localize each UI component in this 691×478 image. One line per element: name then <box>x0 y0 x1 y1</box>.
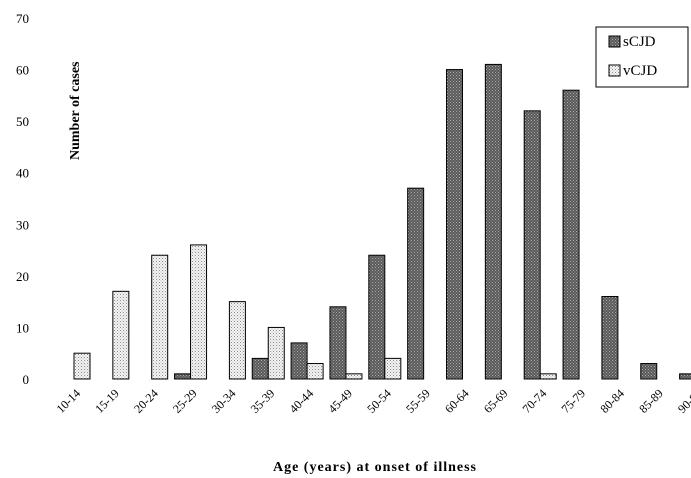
x-tick-label: 80-84 <box>597 386 627 416</box>
legend-swatch-scjd <box>608 35 621 48</box>
bar-scjd <box>174 373 192 380</box>
y-tick-label: 10 <box>16 320 29 335</box>
bar-vcjd <box>384 357 402 380</box>
y-tick-label: 70 <box>16 11 29 26</box>
bar-scjd <box>329 306 347 380</box>
x-axis-ticks: 10-14 15-19 20-24 25-29 30-34 35-39 40-44 45-49… <box>53 386 691 416</box>
x-tick-label: 55-59 <box>403 386 433 416</box>
y-tick-label: 20 <box>16 269 29 284</box>
bar-scjd <box>640 363 658 380</box>
y-axis-title: Number of cases <box>68 61 83 160</box>
bar-scjd <box>484 63 502 380</box>
x-tick-label: 35-39 <box>248 386 278 416</box>
bar-scjd <box>407 187 425 380</box>
bar-scjd <box>601 295 619 380</box>
bar-scjd <box>251 357 269 380</box>
bar-vcjd <box>112 290 130 380</box>
y-axis-ticks: 0 10 20 30 40 50 60 70 <box>16 11 29 387</box>
bar-scjd <box>368 254 386 380</box>
bar-vcjd <box>539 373 557 380</box>
x-tick-label: 10-14 <box>53 386 83 416</box>
y-tick-label: 50 <box>16 114 29 129</box>
x-tick-label: 60-64 <box>442 386 472 416</box>
bar-scjd <box>562 89 580 380</box>
legend-swatch-vcjd <box>608 64 621 77</box>
bars-group <box>73 63 691 380</box>
bar-vcjd <box>151 254 169 380</box>
x-tick-label: 85-89 <box>636 386 666 416</box>
x-tick-label: 65-69 <box>481 386 511 416</box>
x-tick-label: 45-49 <box>325 386 355 416</box>
x-tick-label: 15-19 <box>92 386 122 416</box>
x-tick-label: 50-54 <box>364 386 394 416</box>
y-tick-label: 0 <box>23 372 30 387</box>
bar-vcjd <box>73 352 91 380</box>
x-tick-label: 90-94 <box>675 386 691 416</box>
x-tick-label: 25-29 <box>170 386 200 416</box>
bar-vcjd <box>345 373 363 380</box>
x-tick-label: 30-34 <box>209 386 239 416</box>
bar-scjd <box>290 342 308 380</box>
y-tick-label: 60 <box>16 63 29 78</box>
bar-scjd <box>523 110 541 380</box>
legend-label-scjd: sCJD <box>623 34 656 50</box>
bar-vcjd <box>267 326 285 380</box>
bar-scjd <box>446 69 463 380</box>
bar-vcjd <box>306 363 324 380</box>
legend: sCJD vCJD <box>595 26 689 88</box>
x-axis-title: Age (years) at onset of illness <box>273 460 477 475</box>
bar-vcjd <box>190 244 208 380</box>
x-tick-label: 40-44 <box>287 386 317 416</box>
bar-vcjd <box>228 301 246 380</box>
x-tick-label: 20-24 <box>131 386 161 416</box>
legend-label-vcjd: vCJD <box>623 63 657 79</box>
y-tick-label: 30 <box>16 217 29 232</box>
x-tick-label: 70-74 <box>520 386 550 416</box>
y-tick-label: 40 <box>16 166 29 181</box>
x-tick-label: 75-79 <box>558 386 588 416</box>
bar-scjd <box>679 373 691 380</box>
